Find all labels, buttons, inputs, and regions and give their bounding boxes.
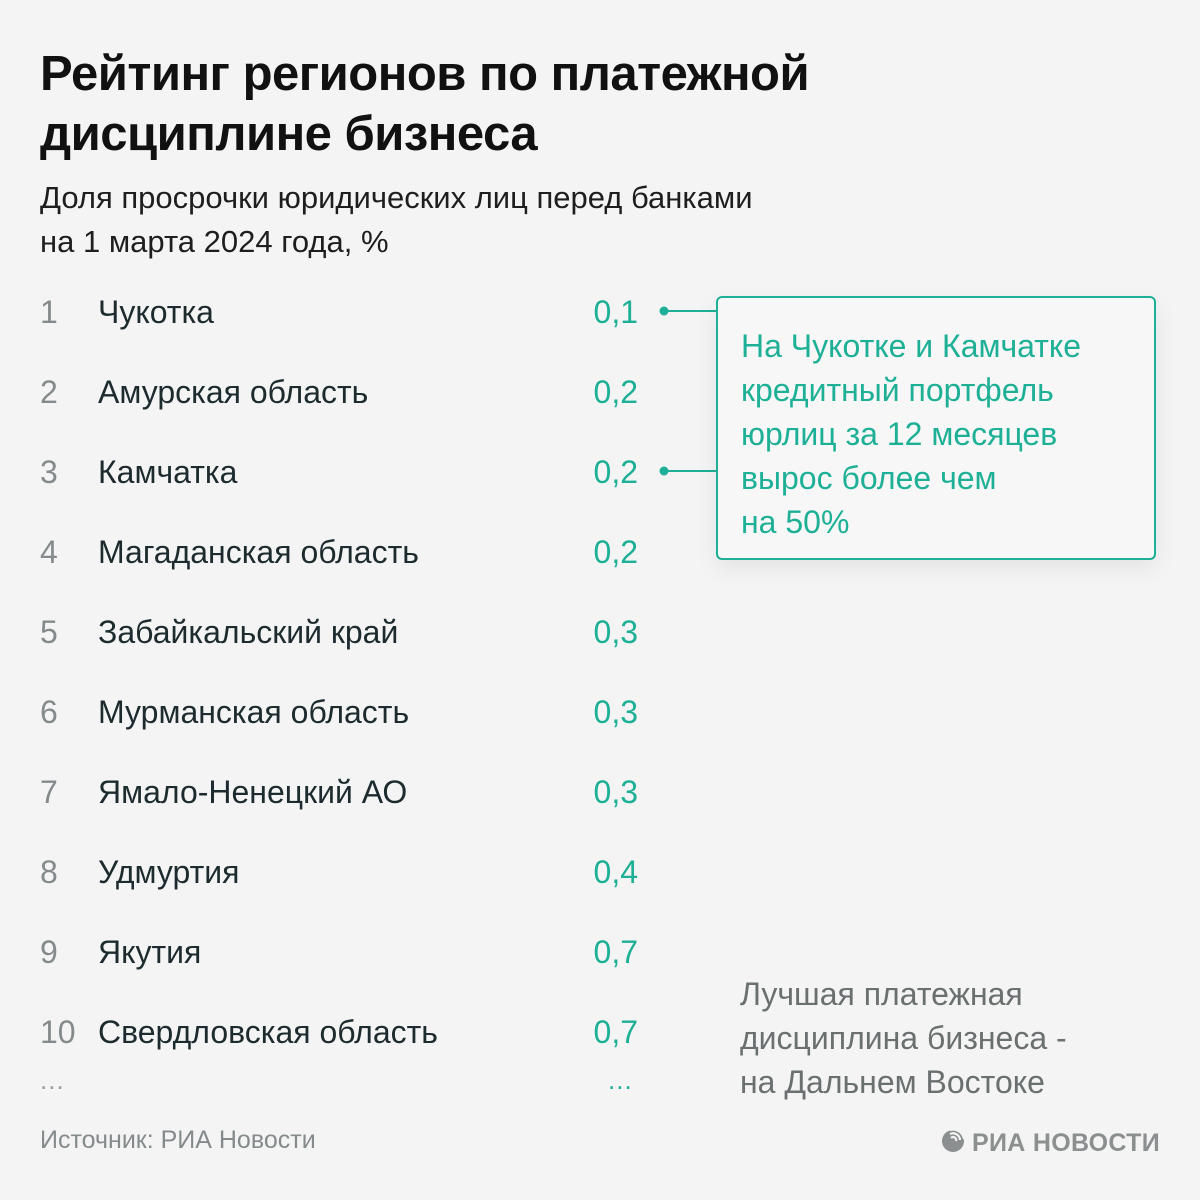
table-row: 10 Свердловская область 0,7: [0, 1007, 700, 1057]
conclusion-note: Лучшая платежная дисциплина бизнеса - на…: [740, 972, 1160, 1104]
callout-line: на 50%: [741, 504, 850, 540]
callout-line: юрлиц за 12 месяцев: [741, 416, 1058, 452]
region-name: Удмуртия: [98, 854, 240, 890]
region-name: Камчатка: [98, 454, 238, 490]
source-label: Источник: РИА Новости: [40, 1126, 316, 1154]
overdue-share-value: 0,7: [593, 1014, 638, 1050]
title-line-2: дисциплине бизнеса: [40, 107, 538, 161]
rank-number: 7: [40, 774, 58, 810]
overdue-share-value: 0,3: [593, 694, 638, 730]
overdue-share-value: 0,2: [593, 454, 638, 490]
rank-number: 10: [40, 1014, 76, 1050]
subtitle-line-2: на 1 марта 2024 года, %: [40, 224, 389, 259]
table-row: 1 Чукотка 0,1: [0, 287, 700, 337]
table-row: 2 Амурская область 0,2: [0, 367, 700, 417]
table-row: 7 Ямало-Ненецкий АО 0,3: [0, 767, 700, 817]
region-name: Якутия: [98, 934, 202, 970]
callout-box: На Чукотке и Камчатке кредитный портфель…: [716, 296, 1156, 560]
table-row: 4 Магаданская область 0,2: [0, 527, 700, 577]
chart-subtitle: Доля просрочки юридических лиц перед бан…: [40, 176, 940, 264]
table-row: 6 Мурманская область 0,3: [0, 687, 700, 737]
table-row: 3 Камчатка 0,2: [0, 447, 700, 497]
chart-title: Рейтинг регионов по платежной дисциплине…: [40, 44, 1040, 164]
region-name: Мурманская область: [98, 694, 410, 730]
ellipsis-left: ...: [40, 1065, 65, 1095]
rank-number: 4: [40, 534, 58, 570]
rank-number: 5: [40, 614, 58, 650]
overdue-share-value: 0,1: [593, 294, 638, 330]
region-name: Свердловская область: [98, 1014, 438, 1050]
callout-line: вырос более чем: [741, 460, 997, 496]
region-name: Забайкальский край: [98, 614, 399, 650]
table-row: 9 Якутия 0,7: [0, 927, 700, 977]
rank-number: 1: [40, 294, 58, 330]
overdue-share-value: 0,3: [593, 774, 638, 810]
callout-line: кредитный портфель: [741, 372, 1054, 408]
ria-globe-icon: [940, 1127, 966, 1160]
note-line: Лучшая платежная: [740, 976, 1023, 1012]
note-line: дисциплина бизнеса -: [740, 1020, 1067, 1056]
subtitle-line-1: Доля просрочки юридических лиц перед бан…: [40, 180, 753, 215]
region-name: Амурская область: [98, 374, 369, 410]
ellipsis-right: ...: [608, 1065, 633, 1095]
rank-number: 6: [40, 694, 58, 730]
callout-line: На Чукотке и Камчатке: [741, 328, 1082, 364]
overdue-share-value: 0,3: [593, 614, 638, 650]
overdue-share-value: 0,2: [593, 374, 638, 410]
overdue-share-value: 0,7: [593, 934, 638, 970]
table-row: 8 Удмуртия 0,4: [0, 847, 700, 897]
overdue-share-value: 0,2: [593, 534, 638, 570]
table-row: 5 Забайкальский край 0,3: [0, 607, 700, 657]
title-line-1: Рейтинг регионов по платежной: [40, 47, 810, 101]
logo-text: РИА НОВОСТИ: [972, 1129, 1160, 1157]
region-name: Магаданская область: [98, 534, 419, 570]
region-name: Чукотка: [98, 294, 214, 330]
ria-logo: РИА НОВОСТИ: [940, 1127, 1160, 1160]
rank-number: 9: [40, 934, 58, 970]
rank-number: 8: [40, 854, 58, 890]
region-name: Ямало-Ненецкий АО: [98, 774, 408, 810]
rank-number: 3: [40, 454, 58, 490]
note-line: на Дальнем Востоке: [740, 1064, 1045, 1100]
overdue-share-value: 0,4: [593, 854, 638, 890]
rank-number: 2: [40, 374, 58, 410]
